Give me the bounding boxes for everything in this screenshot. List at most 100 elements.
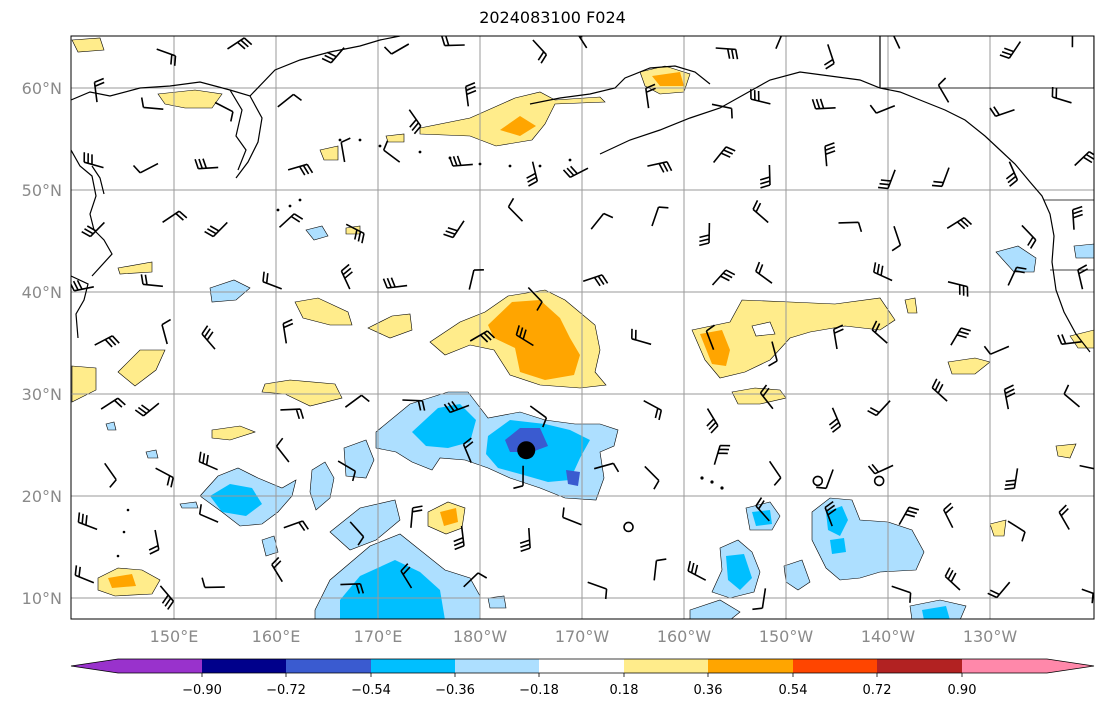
wind-barbs (71, 36, 1094, 611)
wind-barb (201, 325, 216, 350)
colorbar-tick-label: 0.72 (863, 683, 892, 698)
lon-label: 150°W (759, 627, 814, 646)
wind-barb (643, 399, 663, 421)
colorbar-segment (962, 659, 1048, 673)
wind-barb (647, 161, 673, 173)
wind-barb (644, 465, 660, 490)
lon-label: 160°E (252, 627, 301, 646)
wind-barb (824, 500, 837, 527)
wind-barb (1051, 86, 1072, 104)
wind-barb (947, 281, 969, 297)
gridlines (71, 36, 1094, 619)
colorbar-low-extension (71, 659, 118, 673)
wind-barb (811, 98, 836, 110)
lon-label: 130°W (963, 627, 1018, 646)
wind-barb (562, 507, 582, 526)
wind-barb (469, 330, 496, 343)
coastlines (71, 36, 1094, 353)
position-markers (517, 441, 885, 533)
wind-barb (750, 89, 771, 105)
wind-barb (155, 467, 174, 488)
wind-barb (987, 581, 1011, 599)
wind-barb (562, 165, 589, 179)
wind-barb (140, 274, 163, 288)
wind-barb (891, 585, 912, 603)
wind-barb (1007, 520, 1026, 542)
wind-barb (828, 407, 842, 433)
wind-barb (161, 318, 172, 345)
wind-barb (198, 504, 219, 523)
longitude-labels: 150°E 160°E 170°E 180°W 170°W 160°W 150°… (150, 627, 1018, 646)
wind-barb (867, 463, 894, 475)
wind-barb (204, 221, 228, 238)
wind-barb (832, 324, 844, 350)
wind-barb (631, 328, 652, 346)
wind-barb (755, 497, 770, 522)
wind-barb (162, 210, 188, 223)
wind-barb (950, 327, 971, 346)
wind-barb (944, 567, 961, 591)
wind-barb (462, 437, 474, 464)
latitude-labels: 60°N 50°N 40°N 30°N 20°N 10°N (22, 79, 62, 608)
wind-barb (1007, 266, 1027, 286)
wind-barb (402, 399, 426, 411)
plot-title: 2024083100 F024 (479, 8, 626, 27)
wind-barb (1058, 504, 1070, 530)
wind-barb (838, 221, 863, 233)
wind-barb (711, 269, 736, 286)
wind-barb (194, 158, 219, 170)
wind-barb (463, 572, 488, 588)
wind-barb (81, 221, 105, 238)
wind-barb (529, 405, 548, 428)
wind-barb (441, 36, 465, 47)
wind-barb (593, 462, 620, 473)
wind-barb (515, 325, 534, 347)
colorbar-segment (793, 659, 878, 673)
wind-barb (321, 47, 345, 64)
wind-barb (408, 109, 422, 135)
wind-barb (999, 41, 1022, 59)
wind-barb (1081, 588, 1094, 604)
wind-barb (71, 279, 94, 292)
lon-label: 150°E (150, 627, 199, 646)
open-circle-marker (623, 521, 634, 533)
wind-barb (983, 345, 1010, 355)
wind-barb (134, 402, 160, 417)
colorbar: −0.90 −0.72 −0.54 −0.36 −0.18 0.18 0.36 … (70, 658, 1095, 698)
colorbar-segment (455, 659, 540, 673)
wind-barb (705, 324, 715, 350)
wind-barb (816, 469, 834, 490)
lon-label: 170°W (555, 627, 610, 646)
wind-barb (1074, 151, 1094, 167)
wind-barb (93, 77, 105, 103)
wind-barb (1063, 384, 1081, 408)
wind-barb (382, 140, 401, 163)
lat-label: 40°N (22, 283, 62, 302)
wind-barb (775, 36, 783, 50)
wind-barb (280, 408, 305, 420)
wind-barb (1071, 36, 1074, 48)
wind-barb (345, 223, 365, 244)
wind-barb (227, 37, 253, 50)
lat-label: 50°N (22, 181, 62, 200)
wind-barb (755, 261, 773, 284)
map-frame (70, 35, 1095, 620)
wind-barb (382, 277, 408, 289)
wind-barb (349, 521, 365, 546)
wind-barb (1077, 264, 1088, 290)
wind-barb (578, 36, 588, 49)
wind-barb (878, 169, 896, 190)
wind-barb (448, 155, 473, 167)
lon-label: 170°E (354, 627, 403, 646)
lon-label: 160°W (657, 627, 712, 646)
wind-barb (1057, 334, 1082, 345)
wind-barb (453, 525, 465, 551)
colorbar-segment (371, 659, 456, 673)
colorbar-outline (70, 658, 1095, 674)
wind-barb (282, 318, 294, 344)
wind-barb (383, 43, 410, 55)
wind-barb (443, 220, 465, 239)
wind-barb (527, 286, 543, 311)
wind-barb (892, 36, 901, 49)
wind-barb (891, 225, 902, 252)
